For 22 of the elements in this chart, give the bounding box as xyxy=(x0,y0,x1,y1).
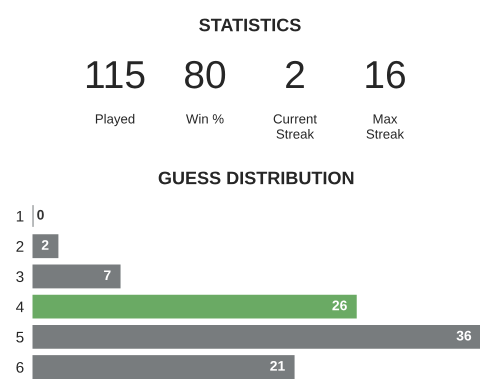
y-tick-label: 1 xyxy=(16,210,24,222)
y-tick-label: 2 xyxy=(16,241,24,252)
chart-title: GUESS DISTRIBUTION xyxy=(158,172,354,184)
data-label: 16 xyxy=(366,60,405,88)
data-label: 36 xyxy=(456,330,472,341)
data-label: 115 xyxy=(86,61,144,88)
category-label: Current Streak xyxy=(274,114,317,139)
y-tick-label: 4 xyxy=(16,302,24,312)
data-label: 80 xyxy=(185,60,226,88)
y-tick-label: 6 xyxy=(16,362,24,373)
category-label: Played xyxy=(96,114,134,126)
category-label: Max Streak xyxy=(366,114,404,139)
data-label: 26 xyxy=(332,300,347,310)
text: STATISTICS xyxy=(199,18,301,32)
data-label: 2 xyxy=(42,240,48,250)
y-tick-label: 3 xyxy=(16,271,24,282)
data-label: 21 xyxy=(270,360,285,371)
data-label: 2 xyxy=(286,60,304,88)
data-label: 0 xyxy=(37,210,44,220)
category-label: Win % xyxy=(186,114,224,124)
data-label: 7 xyxy=(104,270,111,280)
y-tick-label: 5 xyxy=(16,332,24,343)
